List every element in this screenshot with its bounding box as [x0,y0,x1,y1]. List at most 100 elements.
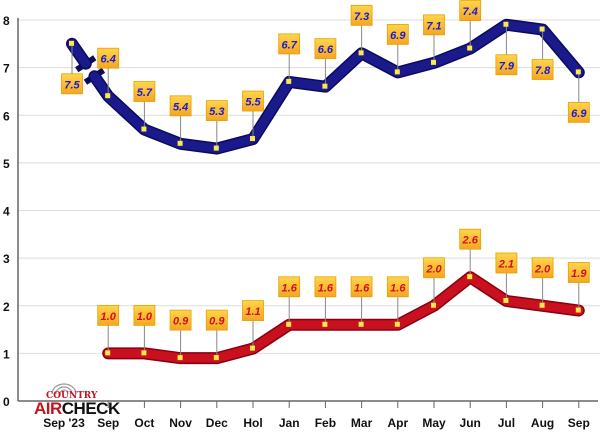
data-label-box [423,14,445,36]
data-label: 1.0 [137,311,153,323]
data-point [250,345,255,351]
data-point [575,69,581,75]
data-label-box [314,276,337,298]
data-label: 7.1 [426,20,441,32]
data-label: 1.0 [101,311,117,323]
data-label: 5.3 [209,106,224,118]
data-point [394,69,400,75]
y-tick-label: 6 [3,109,10,123]
x-tick-label: Dec [206,416,228,430]
data-point [575,307,581,313]
data-point [539,26,545,32]
x-tick-label: Hol [243,416,262,430]
data-point [467,274,473,280]
data-label: 2.0 [534,263,551,275]
data-label: 2.0 [425,263,442,275]
data-label: 7.3 [354,11,369,23]
data-label-box [205,309,228,331]
data-label-box [97,304,120,326]
data-label: 5.4 [173,101,188,113]
data-point [431,59,436,65]
data-point [105,93,111,99]
x-tick-label: Jul [498,416,515,430]
y-tick-label: 0 [3,395,10,409]
data-label: 1.6 [282,282,298,294]
series-line [103,272,584,363]
data-label: 2.6 [462,235,479,247]
data-label: 1.6 [354,282,370,294]
data-label: 0.9 [209,316,225,328]
data-label: 7.5 [64,79,80,91]
data-label: 6.9 [390,30,406,42]
x-tick-label: Jun [460,416,481,430]
data-point [250,136,255,142]
data-label-box [531,59,554,80]
logo-air: AIR [34,399,62,418]
data-label-box [133,304,156,326]
data-point [177,140,183,146]
y-tick-label: 3 [3,252,10,266]
x-tick-label: May [422,416,446,430]
data-label-box [531,257,554,279]
data-label: 6.6 [318,44,334,56]
data-label-box [205,100,228,121]
data-label-box [314,38,337,60]
data-point [141,126,147,132]
x-tick-label: Aug [531,416,554,430]
data-label: 5.5 [245,97,261,109]
data-label-box [242,90,264,112]
data-point [322,83,328,89]
data-label-box [97,47,120,69]
x-tick-label: Nov [169,416,192,430]
data-point [141,350,147,356]
y-tick-label: 2 [3,300,10,314]
data-point [286,78,292,84]
data-label: 1.6 [390,282,406,294]
x-tick-label: Oct [134,416,154,430]
data-point [213,355,219,361]
data-point [503,297,509,303]
data-label-box [459,0,482,21]
data-label-box [278,276,301,298]
data-label-box [133,81,156,102]
data-label-box [386,23,409,45]
y-tick-label: 7 [3,62,10,76]
data-label-box [61,73,83,95]
data-label: 6.4 [101,54,116,66]
data-label-box [386,276,409,298]
data-label: 1.6 [318,282,334,294]
data-point [286,321,292,327]
data-label-box [350,276,373,298]
data-point [213,145,219,151]
data-label: 7.9 [499,60,515,72]
data-label: 0.9 [173,316,189,328]
data-label: 6.9 [571,108,587,120]
data-label-box [459,228,482,250]
data-point [358,50,364,56]
series-line [67,39,91,69]
x-tick-label: Sep '23 [43,416,85,430]
logo-country: COUNTRY [46,391,98,401]
data-label: 1.1 [245,306,260,318]
x-tick-label: Sep [97,416,119,430]
data-label: 6.7 [282,39,298,51]
data-point [394,321,400,327]
data-point [539,302,545,308]
data-point [431,302,436,308]
logo-check: CHECK [61,399,120,418]
data-label-box [169,95,192,117]
x-tick-label: Sep [568,416,590,430]
data-label-box [495,54,518,76]
data-point [467,45,473,51]
data-label-box [423,257,445,279]
y-tick-label: 5 [3,157,10,171]
data-label-box [278,33,301,55]
data-point [503,21,509,27]
data-label-box [242,300,264,322]
x-tick-label: Feb [315,416,336,430]
data-label: 5.7 [137,87,153,99]
data-label: 2.1 [498,258,514,270]
data-label: 7.8 [535,65,551,77]
